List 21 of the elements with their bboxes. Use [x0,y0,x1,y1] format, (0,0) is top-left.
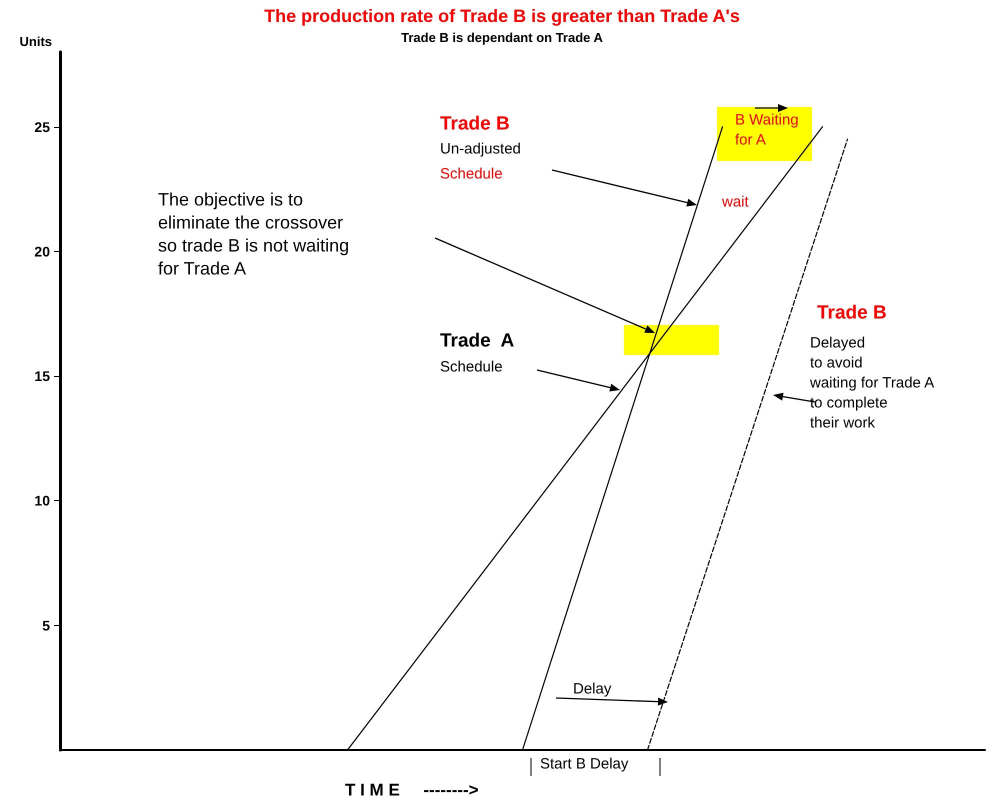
annotation: B Waiting for A [735,112,799,148]
text: Start B Delay [540,756,629,772]
y-axis-title: Units [20,34,52,49]
y-tick-label: 15 [34,368,50,384]
annotation: Schedule [440,358,503,376]
annotation: wait [721,194,750,210]
annotation: Trade B [817,302,887,324]
chart-subtitle: Trade B is dependant on Trade A [401,30,604,45]
y-tick-label: 20 [34,243,50,260]
annotation: Trade B [440,114,510,134]
annotation: Un-adjusted [440,140,521,158]
annotation: The objective is to eliminate the crossover so trade B is not waiting for Trade A [158,190,350,278]
text: T I M E --------> [345,780,479,800]
y-tick-label: 10 [34,492,50,509]
y-tick-label: 25 [34,118,50,135]
y-tick-label: 5 [42,617,50,634]
annotation: Trade A [440,330,515,352]
annotation: Delayed to avoid waiting for Trade A to complete their work [809,334,934,432]
annotation: Delay [573,680,612,698]
annotation: Schedule [440,166,503,182]
chart-title: The production rate of Trade B is greater than Trade A's [264,6,740,26]
